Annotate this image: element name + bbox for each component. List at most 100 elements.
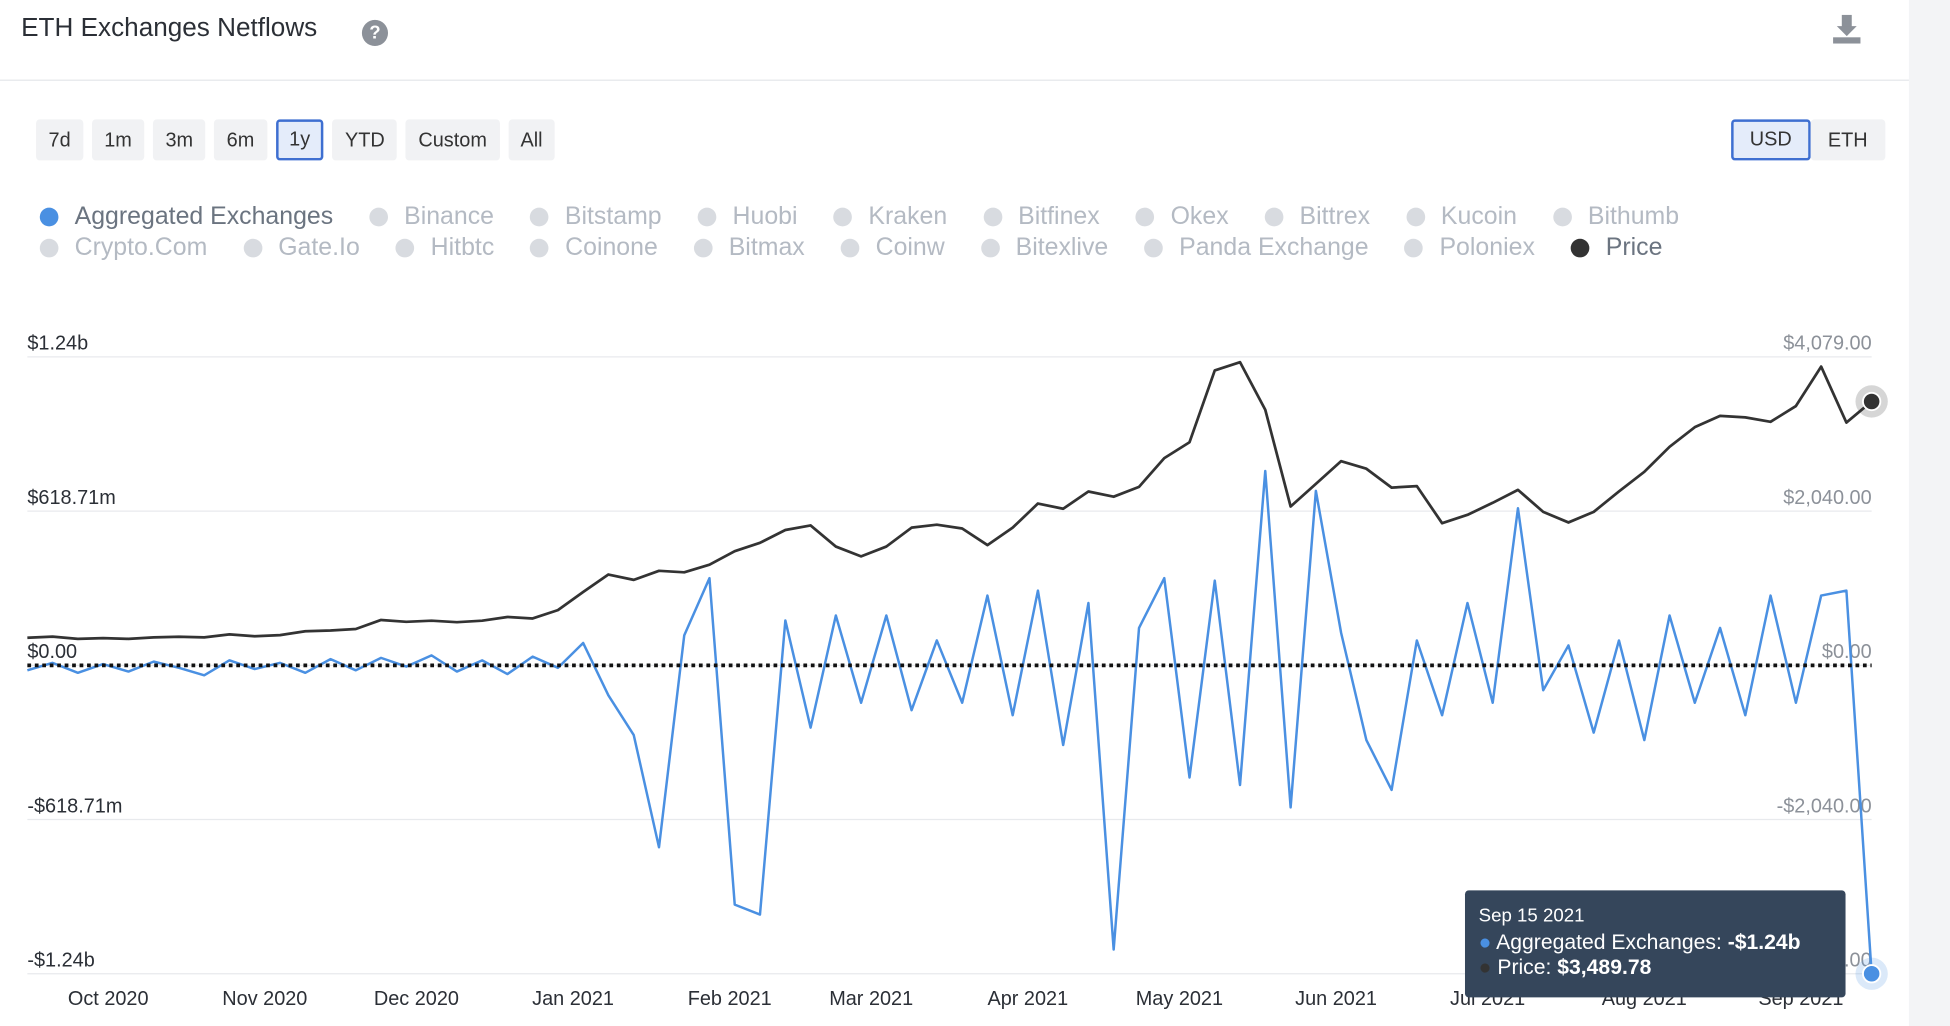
scroll-strip (1908, 0, 1950, 1026)
legend-label: Bittrex (1299, 202, 1371, 231)
range-button[interactable]: 7d (36, 119, 84, 161)
currency-buttons: USD ETH (1731, 119, 1886, 161)
currency-button[interactable]: USD (1731, 119, 1811, 161)
legend-label: Kraken (868, 202, 948, 231)
legend-item[interactable]: Crypto.Com (39, 233, 208, 264)
legend-dot (369, 207, 388, 227)
legend-dot (693, 238, 713, 258)
y-tick-label: -$618.71m (27, 795, 122, 817)
legend-dot (395, 238, 415, 258)
range-button[interactable]: 3m (153, 119, 206, 161)
legend-item[interactable]: Gate.Io (243, 233, 360, 264)
legend-label: Bitfinex (1018, 202, 1100, 231)
y-tick-label: $618.71m (27, 487, 115, 509)
tooltip-label: Aggregated Exchanges: (1496, 930, 1722, 954)
end-marker (1862, 391, 1882, 412)
legend-item[interactable]: Poloniex (1404, 233, 1535, 264)
legend-dot (39, 207, 59, 227)
range-buttons: 7d 1m 3m 6m 1y YTD Custom All (36, 119, 556, 161)
end-marker (1862, 964, 1882, 984)
currency-button[interactable]: ETH (1810, 119, 1886, 161)
y2-tick-label: $2,040.00 (1783, 487, 1871, 509)
legend-item[interactable]: Coinone (530, 233, 658, 264)
x-tick-label: Nov 2020 (222, 988, 307, 1010)
help-icon[interactable]: ? (361, 19, 389, 47)
legend-dot (530, 238, 549, 258)
legend-dot (243, 238, 263, 258)
range-button[interactable]: Custom (405, 119, 500, 161)
legend-item[interactable]: Bitfinex (983, 201, 1100, 232)
range-button[interactable]: YTD (332, 119, 398, 161)
legend-dot (39, 238, 59, 258)
legend-item[interactable]: Kucoin (1406, 201, 1517, 232)
range-button[interactable]: All (508, 119, 556, 161)
legend-label: Bithumb (1587, 202, 1680, 231)
legend-dot (980, 238, 1000, 258)
legend-dot (1570, 238, 1590, 258)
legend-dot (1144, 238, 1163, 258)
download-icon[interactable] (1833, 14, 1861, 44)
y-tick-label: $1.24b (27, 333, 88, 355)
range-button[interactable]: 6m (214, 119, 267, 161)
legend-dot (1404, 238, 1424, 258)
y-tick-label: -$1.24b (27, 950, 94, 972)
tooltip-label: Price: (1497, 955, 1552, 979)
legend-item[interactable]: Panda Exchange (1144, 233, 1369, 264)
y2-tick-label: -$2,040.00 (1777, 795, 1872, 817)
legend-item[interactable]: Bitstamp (530, 201, 662, 232)
y-tick-label: $0.00 (27, 641, 77, 663)
x-tick-label: Jan 2021 (532, 988, 614, 1010)
legend-item[interactable]: Bithumb (1553, 201, 1679, 232)
x-tick-label: Apr 2021 (987, 988, 1068, 1010)
tooltip-value: -$1.24b (1727, 930, 1801, 954)
x-tick-label: Feb 2021 (688, 988, 772, 1010)
x-tick-label: Jun 2021 (1295, 988, 1377, 1010)
legend-label: Okex (1170, 202, 1229, 231)
y2-tick-label: $4,079.00 (1783, 333, 1871, 355)
tooltip-row: ● Price: $3,489.78 (1478, 955, 1652, 979)
legend-label: Panda Exchange (1179, 233, 1369, 262)
legend-label: Huobi (732, 202, 798, 231)
tooltip-date: Sep 15 2021 (1478, 905, 1585, 927)
legend-item[interactable]: Binance (369, 201, 494, 232)
legend-item[interactable]: Bitmax (693, 233, 805, 264)
legend-label: Price (1605, 233, 1663, 262)
range-button[interactable]: 1m (91, 119, 145, 161)
x-tick-label: Dec 2020 (374, 988, 459, 1010)
series-line (27, 360, 1873, 641)
legend-dot (1406, 207, 1425, 227)
range-button[interactable]: 1y (275, 119, 324, 161)
legend-item[interactable]: Bittrex (1264, 201, 1371, 232)
legend-dot (833, 207, 853, 227)
x-tick-label: Oct 2020 (68, 988, 149, 1010)
legend-item[interactable]: Hitbtc (395, 233, 495, 264)
title: ETH Exchanges Netflows (21, 13, 318, 43)
legend-item[interactable]: Aggregated Exchanges (39, 201, 334, 232)
legend-label: Bitstamp (564, 202, 662, 231)
legend-label: Aggregated Exchanges (74, 202, 334, 231)
legend-label: Crypto.Com (74, 233, 208, 262)
legend-item[interactable]: Coinw (840, 233, 945, 264)
legend-item[interactable]: Bitexlive (980, 233, 1109, 264)
legend-label: Gate.Io (278, 233, 360, 262)
legend-label: Bitexlive (1015, 233, 1109, 262)
legend-item[interactable]: Price (1570, 233, 1663, 264)
legend-label: Hitbtc (430, 233, 495, 262)
legend-label: Poloniex (1439, 233, 1535, 262)
legend-dot (983, 207, 1002, 227)
legend-dot (1264, 207, 1284, 227)
legend-label: Binance (404, 202, 494, 231)
legend-item[interactable]: Okex (1135, 201, 1229, 232)
legend-label: Kucoin (1440, 202, 1517, 231)
tooltip-row: ● Aggregated Exchanges: -$1.24b (1478, 930, 1801, 954)
y2-tick-label: $0.00 (1822, 641, 1872, 663)
legend-item[interactable]: Kraken (833, 201, 948, 232)
legend-dot (697, 207, 717, 227)
legend-item[interactable]: Huobi (697, 201, 798, 232)
x-tick-label: May 2021 (1136, 988, 1223, 1010)
legend-label: Coinone (565, 233, 658, 262)
tooltip: Sep 15 2021 ● Aggregated Exchanges: -$1.… (1464, 890, 1846, 998)
